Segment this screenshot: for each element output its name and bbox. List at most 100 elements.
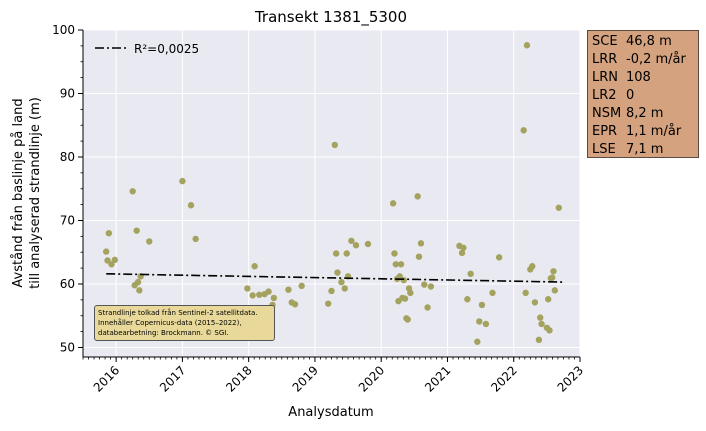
data-point <box>331 141 339 149</box>
data-point <box>551 287 559 294</box>
x-tick-label: 2016 <box>91 363 122 394</box>
x-tick-label: 2020 <box>356 363 387 394</box>
data-point <box>334 269 341 276</box>
data-point <box>104 257 111 264</box>
plot-background <box>83 30 580 357</box>
stat-row-epr: EPR 1,1 m/år <box>592 123 698 141</box>
y-axis-label-line-1: Avstånd från baslinje på land <box>11 98 26 287</box>
data-point <box>495 254 503 261</box>
data-point <box>328 287 335 295</box>
data-point <box>522 289 529 297</box>
y-axis-label: Avstånd från baslinje på land till analy… <box>11 97 43 289</box>
data-point <box>364 240 372 248</box>
credit-line: Strandlinje tolkad från Sentinel-2 satel… <box>98 309 258 317</box>
data-point <box>424 304 431 311</box>
chart-title: Transekt 1381_5300 <box>254 8 407 27</box>
trend-line <box>106 273 564 283</box>
data-point <box>332 250 340 257</box>
data-point <box>285 286 292 293</box>
y-tick-label: 90 <box>60 86 75 100</box>
stat-key: EPR <box>592 124 618 139</box>
data-point <box>389 200 397 207</box>
data-point <box>535 336 543 344</box>
stat-key: NSM <box>592 106 622 121</box>
y-tick-label: 60 <box>60 277 75 291</box>
data-point <box>414 193 421 200</box>
data-point <box>111 256 119 264</box>
stat-value: 108 <box>626 70 651 85</box>
stat-row-lrr: LRR -0,2 m/år <box>592 51 698 69</box>
data-point <box>478 301 486 309</box>
x-axis-label: Analysdatum <box>288 405 373 420</box>
data-point <box>102 248 110 255</box>
y-tick-label: 100 <box>52 23 75 37</box>
data-point <box>256 291 263 298</box>
data-point <box>265 288 272 295</box>
data-point <box>401 295 409 302</box>
data-point <box>476 318 483 325</box>
credit-line: databearbetning: Brockmann. © SGI. <box>98 329 229 337</box>
data-point <box>343 250 350 257</box>
data-point <box>415 253 423 260</box>
stat-key: LSE <box>592 142 616 157</box>
x-tick-label: 2021 <box>422 363 453 394</box>
legend: R²=0,0025 <box>95 42 199 56</box>
stat-key: SCE <box>592 34 618 49</box>
data-point <box>129 188 136 195</box>
stat-row-lse: LSE 7,1 m <box>592 141 698 159</box>
data-point <box>192 235 199 243</box>
data-point <box>133 227 140 234</box>
data-point <box>427 283 435 290</box>
data-point <box>520 127 527 134</box>
data-point <box>338 278 345 286</box>
data-point <box>108 261 115 268</box>
stat-value: 7,1 m <box>626 142 664 157</box>
y-tick-label: 70 <box>60 213 75 227</box>
data-point <box>179 177 186 185</box>
data-points <box>102 42 562 345</box>
y-ticks: 50 60 70 80 90 100 <box>52 23 83 354</box>
data-point <box>134 278 142 286</box>
data-point <box>467 270 474 278</box>
data-point <box>136 287 143 294</box>
data-point <box>482 320 490 328</box>
data-point <box>421 281 428 288</box>
stat-key: LR2 <box>592 88 617 103</box>
stat-value: 0 <box>626 88 635 103</box>
data-point <box>537 314 544 321</box>
data-point <box>352 242 360 249</box>
data-point <box>298 282 305 290</box>
data-point <box>324 300 332 307</box>
y-tick-label: 50 <box>60 340 75 354</box>
credit-line: Innehåller Copernicus-data (2015–2022), <box>98 319 242 327</box>
data-point <box>460 244 467 251</box>
data-point <box>404 316 411 323</box>
stat-value: 1,1 m/år <box>626 124 682 139</box>
data-point <box>489 289 496 297</box>
data-point <box>546 327 553 334</box>
data-point <box>531 299 539 306</box>
stat-row-lrn: LRN 108 <box>592 69 698 87</box>
data-point <box>458 249 466 257</box>
data-point <box>396 273 403 280</box>
x-tick-label: 2022 <box>488 363 519 394</box>
data-point <box>544 296 552 303</box>
data-point <box>146 238 153 245</box>
data-credit-box: Strandlinje tolkad från Sentinel-2 satel… <box>94 305 275 341</box>
data-point <box>251 263 258 270</box>
data-point <box>392 261 399 268</box>
data-point <box>555 204 562 211</box>
statistics-box: SCE 46,8 m LRR -0,2 m/år LRN 108 LR2 0 NSM 8,2 m E… <box>587 30 699 158</box>
data-point <box>417 240 425 247</box>
legend-label: R²=0,0025 <box>134 42 199 56</box>
stat-key: LRN <box>592 70 618 85</box>
data-point <box>474 338 481 345</box>
data-point <box>348 237 355 245</box>
stat-value: 8,2 m <box>626 106 664 121</box>
y-tick-label: 80 <box>60 150 75 164</box>
stat-value: 46,8 m <box>626 34 672 49</box>
stat-row-nsm: NSM 8,2 m <box>592 105 698 123</box>
data-point <box>187 202 195 209</box>
data-point <box>548 274 556 281</box>
